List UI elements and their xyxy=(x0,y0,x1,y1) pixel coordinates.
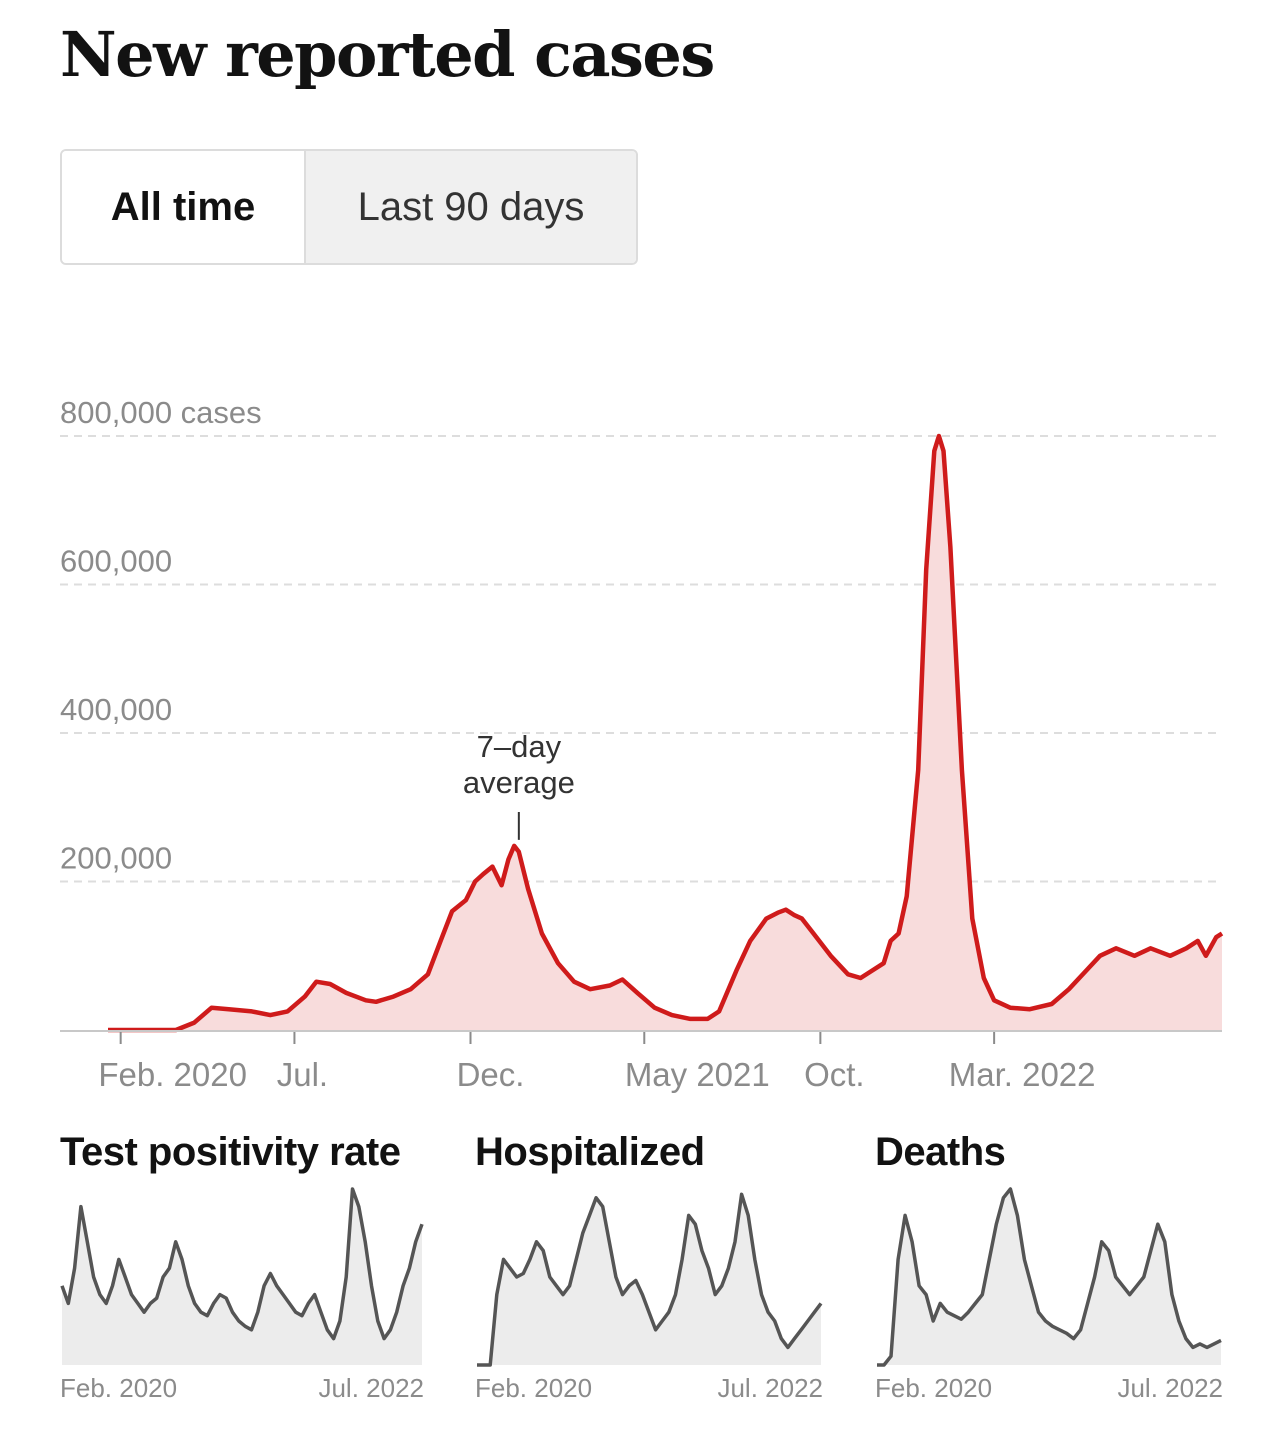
last-90-days-button[interactable]: Last 90 days xyxy=(306,151,636,263)
annotation-text-line: average xyxy=(463,765,575,800)
annotation-text-line: 7–day xyxy=(477,729,562,764)
mini-area xyxy=(477,1194,821,1365)
all-time-button[interactable]: All time xyxy=(62,151,306,263)
x-tick-label: Jul. xyxy=(277,1056,328,1093)
deaths-x-labels: Feb. 2020 Jul. 2022 xyxy=(875,1373,1223,1409)
hospitalized-x-labels: Feb. 2020 Jul. 2022 xyxy=(475,1373,823,1409)
time-range-toggle: All time Last 90 days xyxy=(60,149,638,265)
mini-area xyxy=(62,1189,422,1365)
x-tick-label: Oct. xyxy=(804,1056,865,1093)
deaths-title: Deaths xyxy=(875,1130,1006,1174)
deaths-start-label: Feb. 2020 xyxy=(875,1373,993,1403)
test-positivity-panel: Test positivity rate Feb. 2020 Jul. 2022 xyxy=(60,1130,424,1409)
x-tick-label: Mar. 2022 xyxy=(949,1056,1096,1093)
main-grid: 800,000 cases 600,000 400,000 200,000 xyxy=(60,395,1222,883)
y-tick-label: 200,000 xyxy=(60,841,172,876)
deaths-panel: Deaths Feb. 2020 Jul. 2022 xyxy=(875,1130,1223,1409)
deaths-end-label: Jul. 2022 xyxy=(1117,1373,1223,1403)
main-chart: 800,000 cases 600,000 400,000 200,000 Feb. … xyxy=(60,395,1224,1093)
y-tick-label: 400,000 xyxy=(60,692,172,727)
hospitalized-end-label: Jul. 2022 xyxy=(717,1373,823,1403)
x-tick-label: Feb. 2020 xyxy=(98,1056,247,1093)
y-tick-label: 600,000 xyxy=(60,544,172,579)
cases-area xyxy=(108,436,1222,1030)
mini-line xyxy=(877,1187,1222,1367)
x-tick-label: Dec. xyxy=(457,1056,525,1093)
mini-area xyxy=(877,1189,1221,1365)
test-positivity-start-label: Feb. 2020 xyxy=(60,1373,178,1403)
y-tick-label: 800,000 cases xyxy=(60,395,262,430)
test-positivity-chart xyxy=(60,1187,424,1365)
test-positivity-x-labels: Feb. 2020 Jul. 2022 xyxy=(60,1373,424,1409)
hospitalized-chart xyxy=(477,1192,823,1367)
page-title: New reported cases xyxy=(60,18,715,91)
test-positivity-end-label: Jul. 2022 xyxy=(318,1373,424,1403)
cases-line xyxy=(108,433,1224,1033)
x-axis-ticks: Feb. 2020 Jul. Dec. May 2021 Oct. Mar. 2022 xyxy=(98,1032,1096,1093)
hospitalized-title: Hospitalized xyxy=(475,1130,705,1174)
mini-line xyxy=(477,1192,823,1367)
test-positivity-title: Test positivity rate xyxy=(60,1130,401,1174)
x-tick-label: May 2021 xyxy=(625,1056,770,1093)
hospitalized-panel: Hospitalized Feb. 2020 Jul. 2022 xyxy=(475,1130,823,1409)
deaths-chart xyxy=(877,1187,1222,1367)
hospitalized-start-label: Feb. 2020 xyxy=(475,1373,593,1403)
mini-line xyxy=(60,1187,424,1341)
